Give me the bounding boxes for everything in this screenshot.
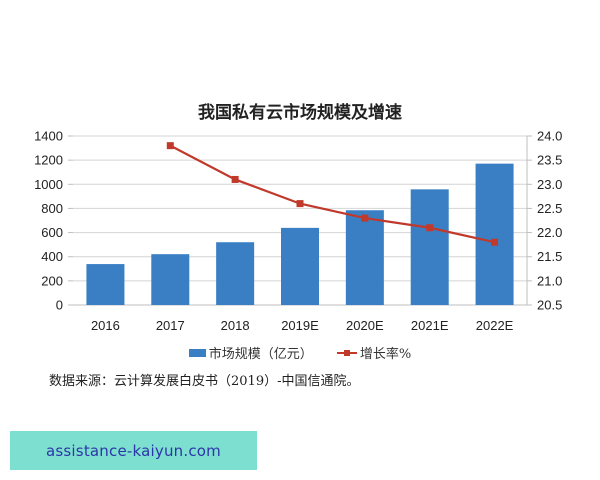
right-axis-ticks: 20.5 21.0 21.5 22.0 22.5 23.0 23.5 24.0 bbox=[537, 129, 562, 313]
data-source-note: 数据来源：云计算发展白皮书（2019）-中国信通院。 bbox=[49, 374, 360, 389]
right-axis-tick-label: 21.5 bbox=[537, 249, 562, 264]
bar bbox=[475, 163, 514, 305]
bar bbox=[281, 227, 319, 305]
left-axis-tick-label: 600 bbox=[41, 225, 63, 240]
legend-label-growth-rate: 增长率% bbox=[359, 347, 412, 362]
right-axis-tick-label: 24.0 bbox=[537, 129, 562, 144]
line-marker bbox=[361, 214, 369, 222]
bar bbox=[86, 264, 125, 305]
left-axis-tick-label: 800 bbox=[41, 201, 63, 216]
x-axis-ticks: 2016 2017 2018 2019E 2020E 2021E 2022E bbox=[91, 318, 514, 333]
line-series bbox=[166, 142, 499, 246]
x-axis-tick-label: 2018 bbox=[221, 318, 250, 333]
x-axis-tick-label: 2020E bbox=[346, 318, 384, 333]
bar bbox=[345, 210, 384, 305]
right-axis-tick-label: 20.5 bbox=[537, 298, 562, 313]
right-axis-tick-label: 22.0 bbox=[537, 225, 562, 240]
left-axis-tick-label: 0 bbox=[56, 298, 63, 313]
left-axis-tick-label: 400 bbox=[41, 249, 63, 264]
left-axis-tick-label: 1200 bbox=[34, 153, 63, 168]
x-axis-tick-label: 2021E bbox=[411, 318, 449, 333]
chart-title: 我国私有云市场规模及增速 bbox=[198, 103, 402, 123]
bar bbox=[216, 242, 255, 305]
line-marker bbox=[166, 142, 174, 150]
line-marker bbox=[296, 200, 304, 208]
x-axis-tick-label: 2017 bbox=[156, 318, 185, 333]
watermark-banner[interactable]: assistance-kaiyun.com bbox=[10, 431, 257, 470]
legend-item-market-size: 市场规模（亿元） bbox=[188, 343, 313, 362]
left-axis-tick-label: 200 bbox=[41, 273, 63, 288]
legend-item-growth-rate: 增长率% bbox=[336, 343, 412, 362]
bar-series bbox=[86, 163, 514, 305]
bar bbox=[151, 254, 190, 305]
legend: 市场规模（亿元） 增长率% bbox=[0, 343, 600, 362]
left-axis-tick-label: 1000 bbox=[34, 177, 63, 192]
bar bbox=[410, 189, 449, 305]
right-axis-tick-label: 23.0 bbox=[537, 177, 562, 192]
right-axis-tick-label: 22.5 bbox=[537, 201, 562, 216]
x-axis-tick-label: 2022E bbox=[476, 318, 514, 333]
banner-link-text[interactable]: assistance-kaiyun.com bbox=[46, 441, 221, 460]
x-axis-tick-label: 2019E bbox=[281, 318, 319, 333]
left-axis-tick-label: 1400 bbox=[34, 129, 63, 144]
right-axis-tick-label: 23.5 bbox=[537, 153, 562, 168]
bar-swatch-icon bbox=[188, 348, 206, 357]
line-marker bbox=[231, 175, 239, 183]
line-marker bbox=[491, 238, 499, 246]
right-axis-tick-label: 21.0 bbox=[537, 273, 562, 288]
x-axis-tick-label: 2016 bbox=[91, 318, 120, 333]
line-marker-swatch-icon bbox=[336, 349, 357, 357]
line-marker bbox=[426, 224, 434, 232]
legend-label-market-size: 市场规模（亿元） bbox=[208, 347, 313, 362]
left-axis-ticks: 0 200 400 600 800 1000 1200 1400 bbox=[34, 129, 63, 313]
